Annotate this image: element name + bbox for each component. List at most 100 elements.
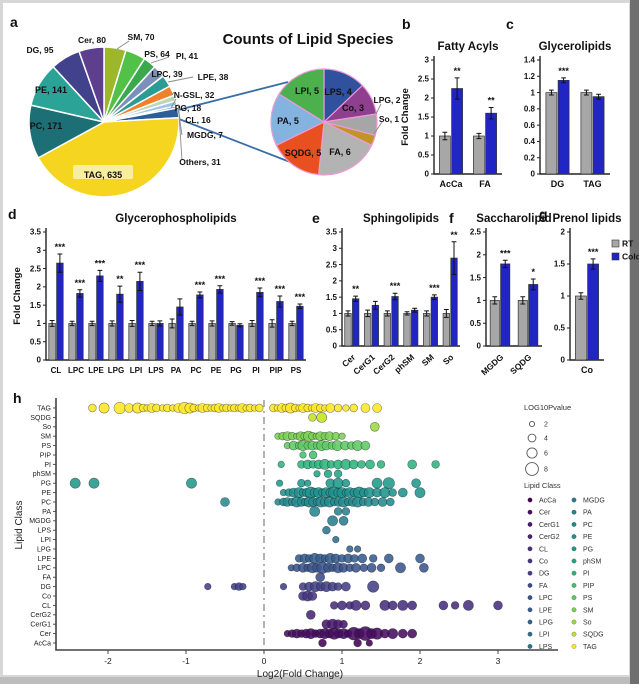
- bubble-PI: [431, 460, 440, 469]
- y-tick-label-PG: PG: [41, 481, 51, 488]
- class-legend-label-TAG: TAG: [583, 644, 597, 651]
- bubble-Cer: [407, 628, 418, 639]
- bar-cold-MGDG: [500, 263, 511, 347]
- y-tick-label-TAG: TAG: [37, 405, 51, 412]
- bubble-PG: [69, 477, 81, 489]
- bubble-phSM: [333, 469, 343, 479]
- y-tick-label-PA: PA: [42, 509, 51, 516]
- significance-stars: **: [488, 96, 496, 106]
- class-legend-label-Cer: Cer: [539, 510, 551, 517]
- bubble-CL: [450, 601, 460, 610]
- x-category-label: PS: [291, 366, 302, 375]
- bar-cold-DG: [557, 80, 570, 175]
- bar-rt-CL: [48, 323, 56, 361]
- bubble-Cer: [397, 628, 408, 639]
- y-tick-label: 1.5: [554, 260, 566, 269]
- panel-letter-d: d: [8, 206, 17, 222]
- significance-stars: ***: [558, 66, 569, 76]
- x-category-label: FA: [479, 179, 491, 189]
- pie-label-So: So, 1: [379, 114, 400, 124]
- class-legend-dot-LPI: [527, 631, 533, 637]
- x-tick-label: -1: [182, 656, 190, 666]
- bar-cold-AcCa: [451, 88, 463, 175]
- y-tick-label: 1: [333, 309, 338, 318]
- class-legend-dot-Co: [527, 558, 533, 564]
- error-bar: [392, 292, 398, 301]
- pie-label-MGDG: MGDG, 7: [187, 130, 223, 140]
- class-legend-label-PC: PC: [583, 522, 593, 529]
- bubble-CL: [337, 600, 347, 611]
- class-legend-label-SQDG: SQDG: [583, 632, 604, 639]
- error-bar: [129, 320, 135, 327]
- bubble-SQDG: [316, 411, 328, 423]
- bubble-PE: [388, 488, 397, 497]
- bubble-LPG: [346, 545, 354, 553]
- bubble-CL: [438, 600, 449, 611]
- error-bar: [578, 292, 584, 300]
- class-legend-label-Co: Co: [539, 559, 548, 566]
- bubble-LPE: [383, 553, 394, 564]
- significance-stars: ***: [55, 242, 66, 252]
- bubble-TAG: [98, 402, 110, 414]
- bubble-LPC: [366, 563, 377, 573]
- y-tick-label-PS: PS: [42, 443, 52, 450]
- x-category-label: CL: [51, 366, 62, 375]
- class-legend-label-MGDG: MGDG: [583, 498, 605, 505]
- pie-label-PG: PG, 18: [175, 103, 202, 113]
- pie-label-PI: PI, 41: [176, 51, 198, 61]
- pie-label-SQDG: SQDG, 5: [285, 148, 322, 158]
- x-category-label: LPG: [108, 366, 124, 375]
- class-legend-label-SM: SM: [583, 607, 594, 614]
- class-legend-label-phSM: phSM: [583, 559, 601, 566]
- x-tick-label: -2: [104, 656, 112, 666]
- pie-label-LPE: LPE, 38: [198, 72, 229, 82]
- bubble-DG: [341, 581, 351, 592]
- error-bar: [149, 320, 155, 327]
- bubble-PG: [186, 477, 197, 489]
- bubble-DG: [204, 583, 212, 591]
- y-tick-label-LPS: LPS: [38, 528, 52, 535]
- x-category-label: LPI: [130, 366, 142, 375]
- x-category-label: PE: [211, 366, 222, 375]
- bar-rt-SM: [423, 313, 431, 347]
- error-bar: [424, 310, 430, 317]
- significance-stars: **: [454, 66, 462, 76]
- class-legend-label-So: So: [583, 620, 592, 627]
- panel-a-title: Counts of Lipid Species: [223, 31, 394, 48]
- bubble-CL: [397, 599, 409, 611]
- y-tick-label-CL: CL: [42, 603, 51, 610]
- bubble-MGDG: [327, 515, 338, 527]
- significance-stars: ***: [275, 284, 286, 294]
- y-tick-label: 0: [477, 342, 482, 351]
- bubble-PG: [276, 479, 284, 487]
- bubble-TAG: [342, 404, 350, 412]
- class-legend-dot-DG: [527, 570, 533, 576]
- bar-cold-PI: [256, 291, 264, 361]
- panel-h-bubble-plot: -2 -1 0 1 2 3 Log2(Fold Change) Lipid Class TAG S…: [14, 398, 605, 680]
- bubble-CL: [330, 601, 339, 610]
- class-legend-dot-SQDG: [571, 631, 577, 637]
- panel-d-title: Glycerophospholipids: [115, 213, 236, 225]
- bubble-phSM: [323, 469, 333, 479]
- y-tick-label-PI: PI: [44, 462, 51, 469]
- y-tick-label-phSM: phSM: [33, 471, 51, 478]
- significance-stars: **: [352, 284, 360, 294]
- significance-stars: ***: [195, 280, 206, 290]
- error-bar: [269, 319, 275, 328]
- x-category-label: TAG: [583, 179, 601, 189]
- bar-cold-FA: [485, 112, 497, 175]
- bubble-LPI: [332, 536, 340, 544]
- bar-rt-Cer: [344, 313, 352, 347]
- panel-b-bar-chart: 0 0.5 1 1.5 2 2.5 3 Fatty Acyls Fold Change ** AcC…: [400, 41, 502, 189]
- error-bar: [443, 309, 449, 318]
- bubble-PE: [397, 487, 408, 498]
- y-tick-label: 1.2: [524, 72, 536, 81]
- error-bar: [157, 320, 163, 327]
- y-tick-label: 1: [531, 88, 536, 97]
- class-legend-dot-PS: [571, 595, 577, 601]
- bar-rt-CerG1: [364, 313, 372, 347]
- bar-cold-CL: [56, 262, 64, 361]
- panel-letter-g: g: [539, 206, 548, 222]
- size-legend-circle-4: [527, 433, 537, 443]
